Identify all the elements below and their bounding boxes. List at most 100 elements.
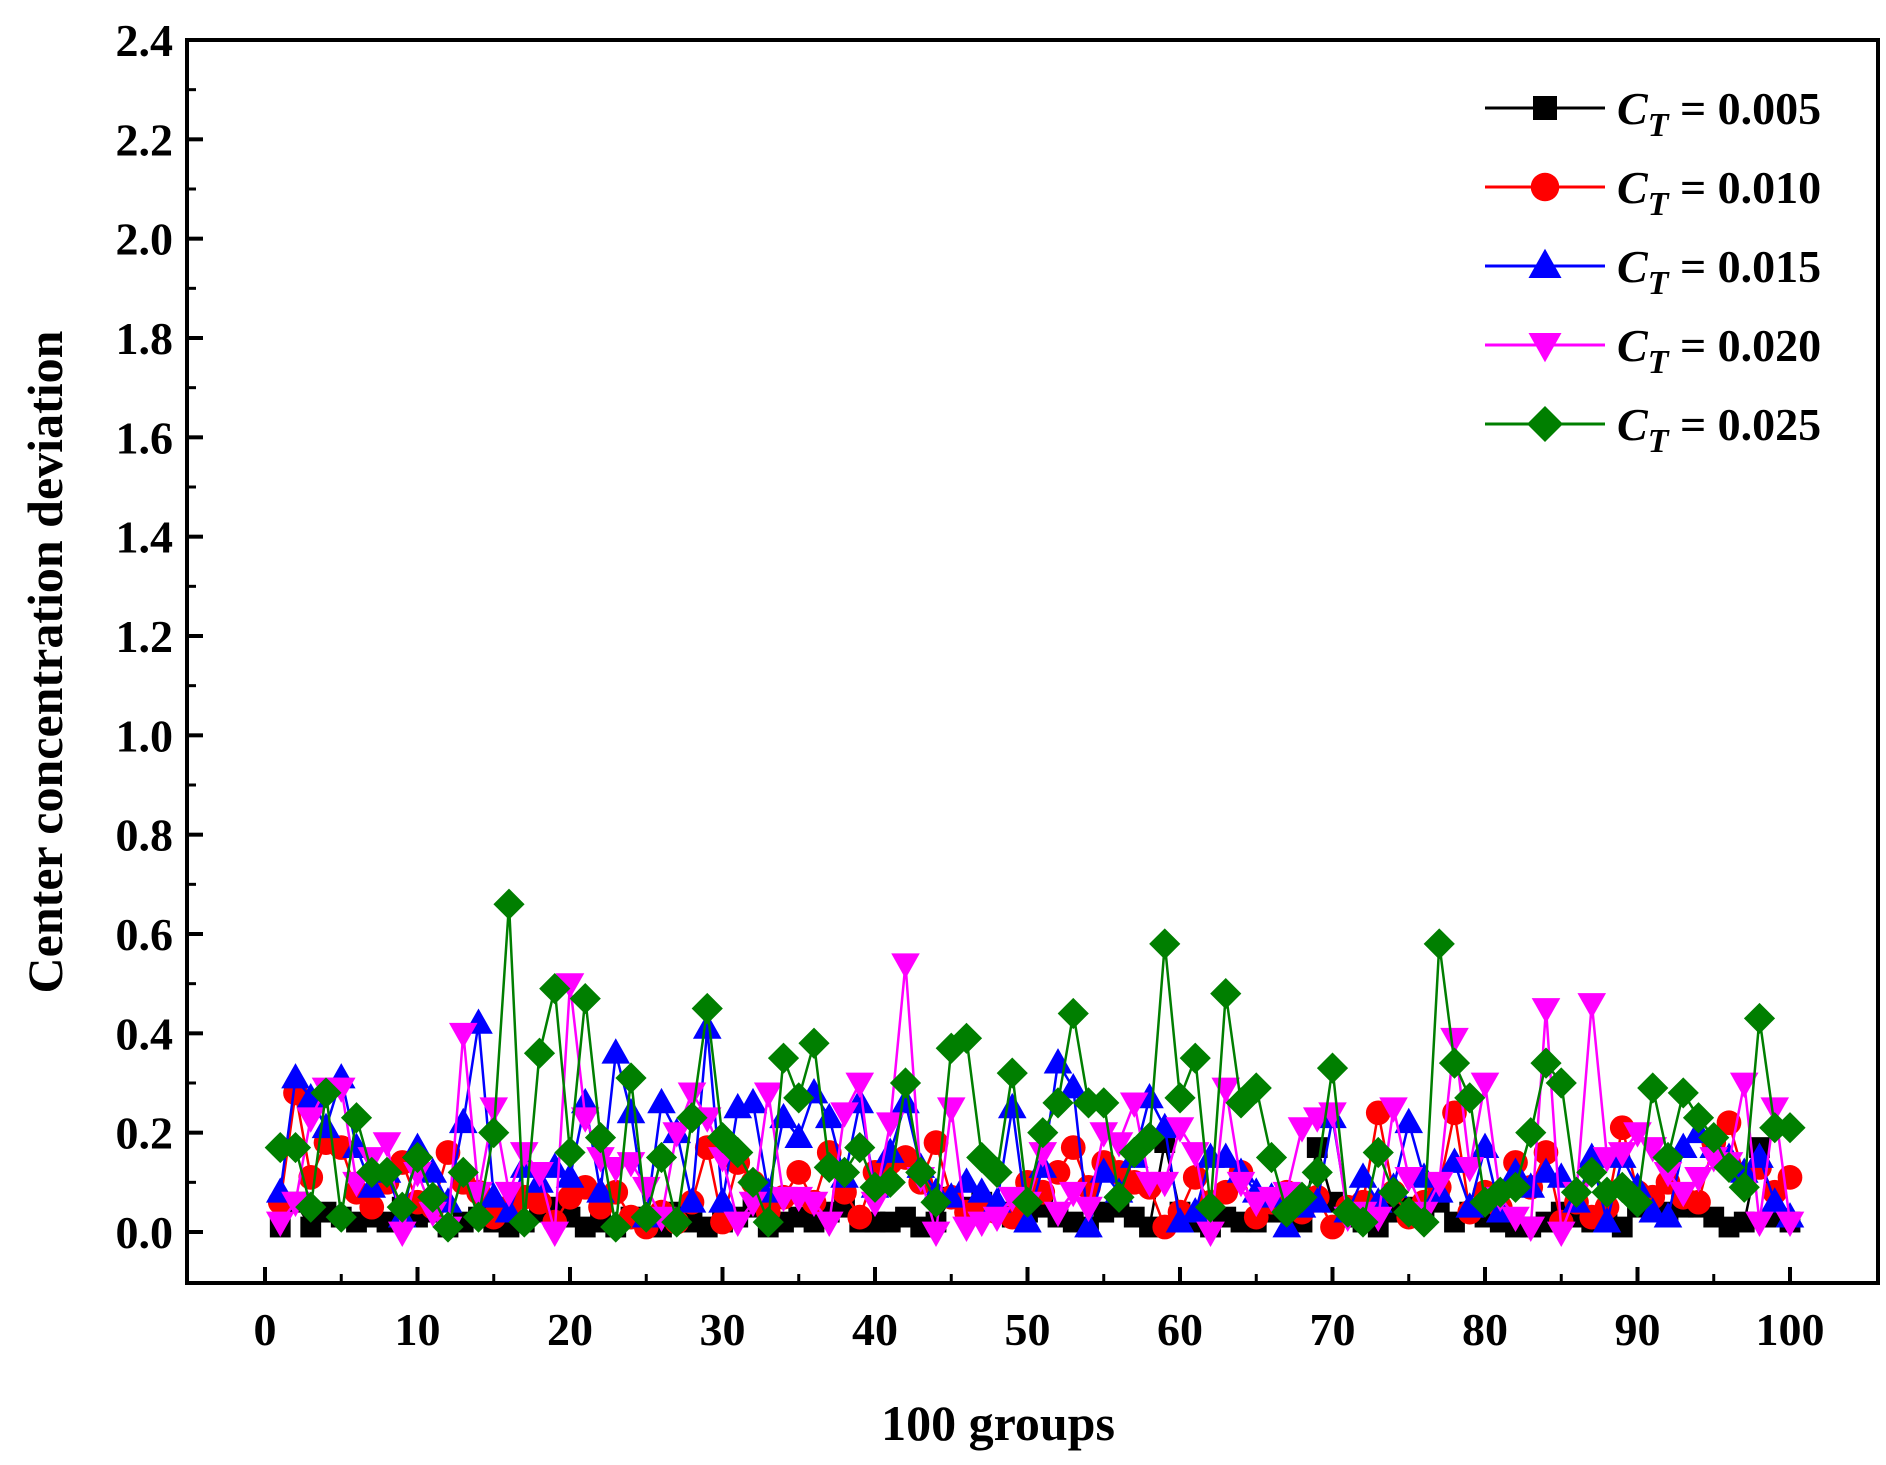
data-point <box>326 1077 356 1103</box>
data-point <box>1302 1187 1332 1213</box>
legend-label: CT = 0.025 <box>1617 399 1821 460</box>
data-point <box>1531 1157 1561 1183</box>
x-tick-label: 0 <box>254 1304 277 1355</box>
data-point <box>952 1216 981 1242</box>
data-point <box>1682 1102 1715 1134</box>
data-point <box>462 1201 495 1233</box>
data-point <box>281 1063 310 1089</box>
data-point <box>1393 1196 1425 1228</box>
x-tick-label: 100 <box>1756 1304 1825 1355</box>
data-point <box>1408 1206 1440 1238</box>
data-point <box>1103 1181 1135 1213</box>
data-point <box>981 1156 1013 1188</box>
data-point <box>1306 1137 1328 1158</box>
data-point <box>371 1156 403 1188</box>
data-point <box>1194 1191 1227 1223</box>
data-point <box>630 1201 662 1233</box>
data-point <box>662 1122 692 1148</box>
data-point <box>1713 1151 1745 1184</box>
data-point <box>784 1122 814 1149</box>
data-point <box>1623 1122 1652 1148</box>
data-point <box>1394 1166 1424 1193</box>
y-tick-label: 1.6 <box>116 412 174 463</box>
data-point <box>1362 1136 1394 1169</box>
data-point <box>555 973 585 999</box>
legend: CT = 0.005 CT = 0.010 CT = 0.015 CT = 0.020… <box>1485 83 1821 460</box>
legend-marker <box>1527 406 1563 442</box>
data-point <box>1287 1117 1317 1143</box>
data-point <box>1316 1052 1349 1084</box>
x-tick-label: 40 <box>852 1304 898 1355</box>
data-point <box>1760 1097 1790 1123</box>
data-point <box>738 1087 768 1114</box>
y-tick-label: 2.0 <box>116 214 174 265</box>
data-point <box>1133 1122 1166 1154</box>
data-point <box>1576 1156 1608 1188</box>
plot-frame <box>185 38 1880 1285</box>
data-point <box>417 1181 449 1213</box>
y-tick-label: 2.2 <box>116 114 174 165</box>
legend-marker <box>1533 96 1557 120</box>
data-point <box>1438 1047 1471 1079</box>
legend-label: CT = 0.015 <box>1617 241 1821 302</box>
y-tick-label: 1.2 <box>116 611 174 662</box>
data-point <box>1533 1140 1559 1165</box>
data-point <box>1043 1048 1073 1074</box>
data-point <box>586 1147 615 1173</box>
data-point <box>1152 1214 1178 1240</box>
data-point <box>1745 1211 1774 1238</box>
data-point <box>767 1042 800 1074</box>
data-point <box>615 1062 647 1094</box>
data-point <box>447 1156 479 1188</box>
y-tick-label: 0.6 <box>116 909 174 960</box>
data-point <box>786 1160 812 1185</box>
data-point <box>1638 1197 1668 1223</box>
data-point <box>1592 1147 1622 1173</box>
data-point <box>386 1191 418 1223</box>
data-point <box>494 1181 524 1208</box>
data-point <box>1045 1160 1071 1185</box>
data-point <box>1499 1171 1532 1203</box>
data-point <box>1653 1202 1683 1228</box>
data-point <box>691 992 723 1025</box>
data-point <box>676 1102 708 1134</box>
data-point <box>478 1117 510 1149</box>
data-point <box>1043 1201 1073 1228</box>
data-point <box>1455 1157 1485 1183</box>
data-point <box>1652 1141 1684 1174</box>
data-point <box>889 1067 922 1099</box>
data-point <box>830 1102 859 1128</box>
data-point <box>1423 928 1455 960</box>
data-point <box>1394 1107 1424 1134</box>
data-point <box>1454 1082 1486 1114</box>
data-point <box>1088 1087 1120 1119</box>
data-point <box>677 1187 707 1213</box>
x-axis-title: 100 groups <box>881 1395 1115 1451</box>
data-point <box>540 1221 570 1247</box>
data-point <box>997 1092 1027 1119</box>
data-point <box>1591 1176 1623 1208</box>
data-point <box>893 1145 918 1170</box>
data-point <box>920 1186 952 1218</box>
x-tick-label: 10 <box>395 1304 441 1355</box>
data-point <box>1213 1179 1239 1205</box>
data-point <box>1240 1072 1272 1104</box>
x-tick-label: 70 <box>1310 1304 1356 1355</box>
data-point <box>722 1136 754 1169</box>
data-point <box>523 1037 556 1069</box>
series-layer <box>264 888 1806 1247</box>
data-point <box>923 1130 949 1155</box>
data-point <box>814 1211 844 1238</box>
data-point <box>1196 1221 1225 1247</box>
data-point <box>860 1191 890 1218</box>
data-point <box>1377 1176 1410 1208</box>
data-point <box>1774 1112 1806 1144</box>
data-point <box>1379 1097 1408 1123</box>
data-point <box>296 1107 326 1133</box>
legend-marker <box>1528 333 1562 363</box>
data-point <box>967 1211 997 1238</box>
data-point <box>281 1191 310 1218</box>
data-point <box>783 1082 815 1114</box>
data-point <box>359 1194 385 1220</box>
